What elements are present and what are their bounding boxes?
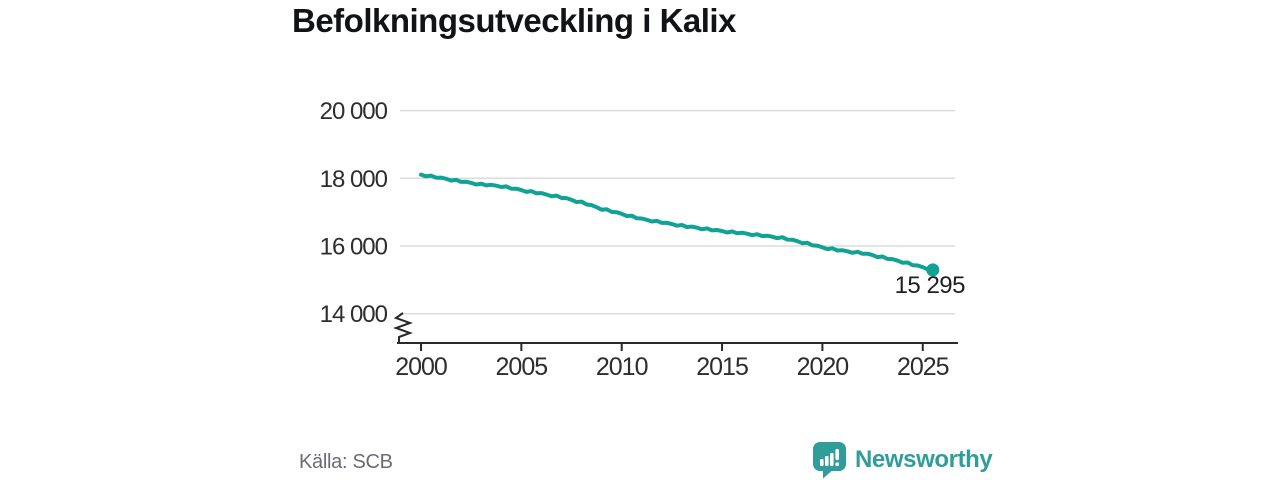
y-tick-label: 16 000	[320, 234, 388, 261]
y-tick-label: 14 000	[320, 301, 388, 328]
chart-title: Befolkningsutveckling i Kalix	[292, 2, 736, 39]
newsworthy-wordmark: Newsworthy	[855, 446, 993, 473]
source-note: Källa: SCB	[299, 451, 393, 473]
x-tick-label: 2025	[897, 353, 949, 381]
x-tick-label: 2005	[496, 353, 548, 381]
end-value-label: 15 295	[895, 272, 966, 299]
x-tick-label: 2020	[797, 353, 849, 381]
axis-break-squiggle	[393, 312, 413, 343]
y-tick-label: 18 000	[320, 166, 388, 193]
x-tick-label: 2000	[395, 353, 447, 381]
y-tick-label: 20 000	[320, 98, 388, 125]
x-tick-label: 2015	[696, 353, 748, 381]
x-tick-label: 2010	[596, 353, 648, 381]
end-point-dot	[926, 263, 940, 277]
speech-bubble-bar-chart-icon	[813, 442, 846, 479]
newsworthy-logo: Newsworthy	[812, 441, 993, 479]
population-line	[419, 172, 935, 272]
